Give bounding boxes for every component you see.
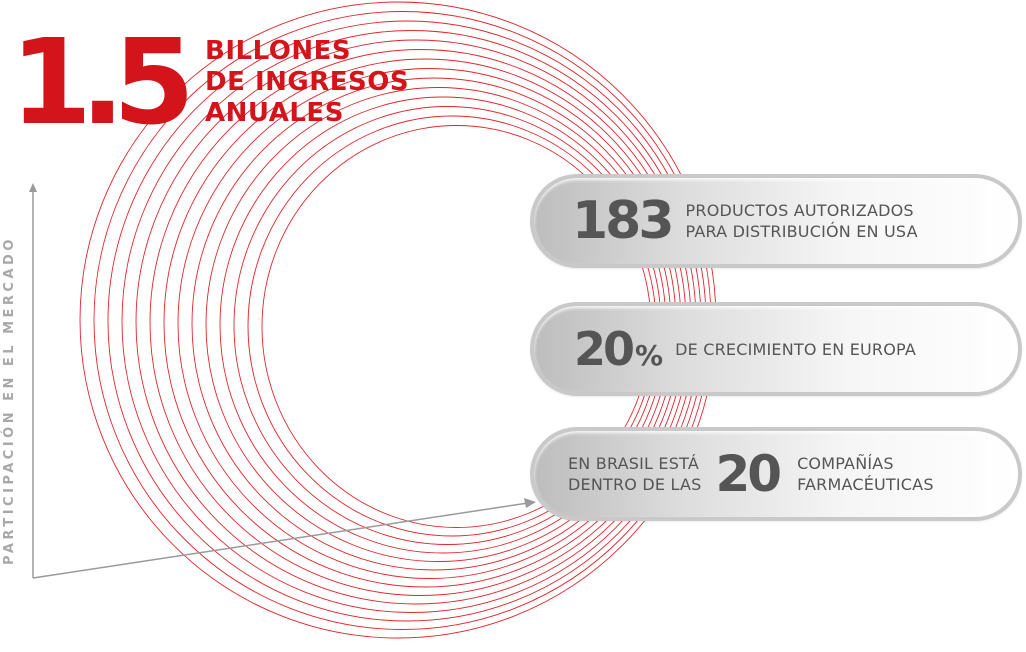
stat-description-after: COMPAÑÍAS FARMACÉUTICAS bbox=[797, 453, 934, 495]
stat-description-before: EN BRASIL ESTÁ DENTRO DE LAS bbox=[568, 453, 701, 495]
hero-caption-line: DE INGRESOS bbox=[205, 67, 410, 97]
stat-description-line: PARA DISTRIBUCIÓN EN USA bbox=[685, 222, 918, 241]
stat-description-line: DE CRECIMIENTO EN EUROPA bbox=[675, 339, 917, 359]
axis-label: PARTICIPACIÓN EN EL MERCADO bbox=[2, 236, 17, 565]
stat-pill-growth: 20% DE CRECIMIENTO EN EUROPA bbox=[530, 302, 1022, 396]
axis-arrow-icon bbox=[29, 183, 37, 192]
stat-description-line: FARMACÉUTICAS bbox=[797, 475, 934, 494]
stat-description-line: PRODUCTOS AUTORIZADOS bbox=[685, 201, 914, 220]
hero-caption-line: BILLONES bbox=[205, 36, 352, 66]
stat-description: DE CRECIMIENTO EN EUROPA bbox=[675, 339, 916, 360]
stat-description-line: EN BRASIL ESTÁ bbox=[568, 454, 699, 473]
hero-caption: BILLONES DE INGRESOS ANUALES bbox=[205, 36, 409, 129]
stat-number: 20 bbox=[715, 445, 782, 503]
trend-line bbox=[32, 502, 529, 579]
stat-pill-brazil: EN BRASIL ESTÁ DENTRO DE LAS 20 COMPAÑÍA… bbox=[530, 427, 1022, 521]
percent-sign: % bbox=[635, 339, 664, 372]
stat-description-line: DENTRO DE LAS bbox=[568, 475, 702, 494]
hero-caption-line: ANUALES bbox=[205, 98, 344, 128]
stat-number: 20% bbox=[574, 326, 663, 372]
hero-block: 1.5 BILLONES DE INGRESOS ANUALES bbox=[10, 13, 409, 151]
stat-description: PRODUCTOS AUTORIZADOS PARA DISTRIBUCIÓN … bbox=[686, 200, 918, 242]
stat-pill-products: 183 PRODUCTOS AUTORIZADOS PARA DISTRIBUC… bbox=[530, 174, 1022, 268]
stat-number-value: 20 bbox=[574, 322, 635, 376]
hero-number: 1.5 bbox=[10, 13, 195, 151]
stat-number: 183 bbox=[572, 191, 675, 251]
trend-arrow-icon bbox=[524, 498, 536, 508]
stat-description-line: COMPAÑÍAS bbox=[797, 454, 894, 473]
